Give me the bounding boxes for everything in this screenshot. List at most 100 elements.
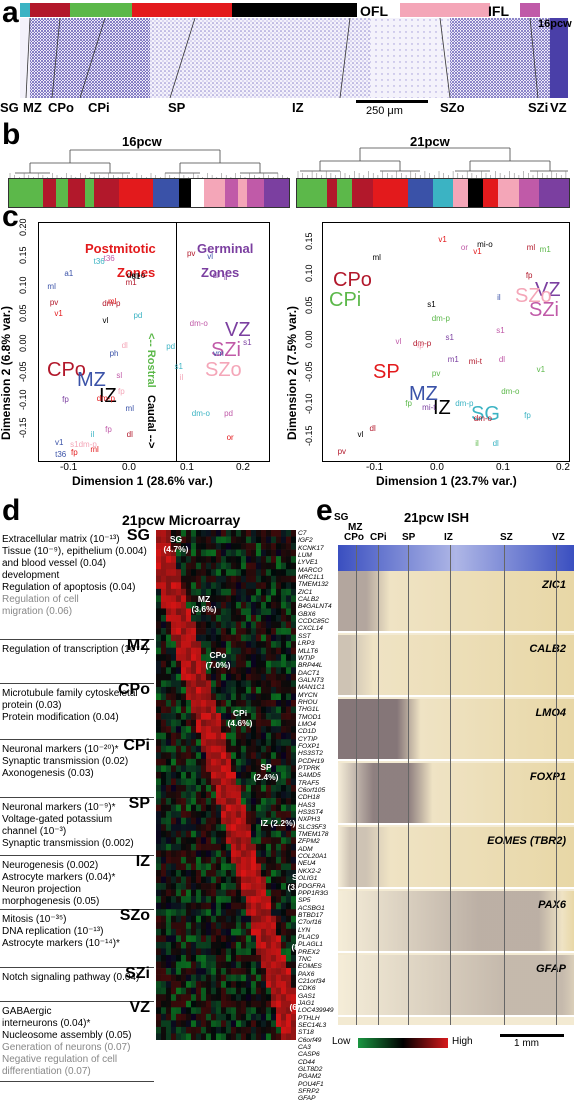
mds21-point-label: or (460, 242, 469, 252)
panel-label-b: b (2, 118, 21, 151)
heatmap-zone-label: CPi (4.6%) (227, 708, 253, 728)
bar-szo (400, 3, 490, 17)
gene-name: SEC14L3 (298, 1022, 327, 1030)
xtick-right-1: 0.0 (430, 462, 444, 473)
heatmap-zone-label: SG (4.7%) (163, 534, 189, 554)
go-term: Mitosis (10⁻³⁵) (2, 914, 67, 925)
go-block-vz: VZ GABAergic interneurons (0.04)* Nucleosom… (0, 1000, 154, 1082)
go-term: Microtubule family cytoskeletal (2, 688, 138, 699)
mds21-point-label: dl (498, 354, 506, 364)
mds16-point-label: vl (207, 252, 213, 262)
gene-name: PLAGL1 (298, 941, 323, 949)
mds16-point-label: a1 (64, 269, 74, 279)
gene-name: CYTIP (298, 735, 318, 743)
zone-label-mz: MZ (23, 100, 42, 115)
go-term: development (2, 570, 60, 581)
dendro-colorbar-21pcw (296, 178, 570, 208)
mds21-point-label: fp (405, 398, 412, 408)
mds21-point-label: mi-t (422, 403, 436, 413)
mds16-point-label: s1dm-p (70, 440, 97, 450)
microarray-title: 21pcw Microarray (122, 512, 241, 528)
centroid-vz-16: VZ (225, 319, 251, 341)
gene-name: PLAC9 (298, 933, 319, 941)
mds16-point-label: sl (116, 370, 123, 380)
mds21-point-label: v1 (473, 246, 482, 256)
gene-name: HAS3 (298, 801, 316, 809)
gene-name: CDH18 (298, 794, 320, 802)
centroid-sg-21: SG (471, 403, 500, 425)
xtick-left-2: 0.1 (180, 462, 194, 473)
centroid-mz-21: MZ (409, 383, 438, 405)
mds21-point-label: dm-p (455, 399, 474, 409)
mds16-point-label: ml (107, 297, 117, 306)
ish-zone-boundary (356, 545, 357, 1025)
ylabel-left: Dimension 2 (6.8% var.) (0, 305, 13, 440)
mds16-point-label: or (226, 433, 234, 443)
gene-name: LOC439949 (298, 1007, 334, 1015)
go-term: Neuronal markers (10⁻²⁰)* (2, 744, 119, 755)
mds16-point-label: ml (125, 404, 134, 414)
ytick-right-3: 0.00 (304, 330, 314, 348)
mds16-point-label: t36 (103, 253, 115, 263)
gene-name: BTBD17 (298, 911, 323, 919)
heatmap-zone-label: SZi (8.3%) (291, 942, 296, 952)
panel-label-a: a (2, 0, 19, 29)
centroid-szo-16: SZo (205, 359, 242, 381)
gene-name: MLLT6 (298, 647, 319, 655)
mds21-point-label: v1 (438, 234, 447, 244)
mds16-point-label: m1 (125, 278, 137, 288)
mds16-point-label: dl (212, 270, 219, 280)
mds16-point-label: ml (90, 445, 99, 455)
centroid-cpi-21: CPi (329, 289, 362, 311)
gene-name: LRP3 (298, 640, 315, 648)
centroid-szo-21: SZo (515, 285, 552, 307)
mds16-point-label: dm-o (126, 271, 146, 281)
mds16-point-label: v1 (54, 308, 63, 318)
mds16-point-label: t36 (55, 450, 67, 460)
bar-mz (30, 3, 70, 17)
ish-zone-boundary (504, 545, 505, 1025)
gene-name: SFRP2 (298, 1088, 320, 1096)
gene-name: CASP6 (298, 1051, 320, 1059)
ish-gene-label: CALB2 (529, 643, 566, 655)
gene-name: TNC (298, 955, 312, 963)
mds16-point-label: ph (109, 348, 119, 358)
mds16-point-label: vl (102, 316, 109, 326)
go-block-sg: SG Extracellular matrix (10⁻¹³) Tissue (10… (0, 528, 154, 640)
mds21-point-label: il (475, 438, 479, 448)
mds21-point-label: mi-t (468, 357, 483, 367)
gene-name: PGAM2 (298, 1073, 322, 1081)
gene-name: ADM (298, 845, 313, 853)
dendro-colorbar-16pcw (8, 178, 290, 208)
zone-label-cpo: CPo (48, 100, 74, 115)
ytick-right-5: 0.10 (304, 264, 314, 282)
mds21-point-label: dm-o (501, 387, 520, 397)
bar-szi (530, 3, 540, 17)
mds16-point-label: il (179, 373, 184, 383)
go-term: Nucleosome assembly (0.05) (2, 1030, 132, 1041)
gene-name: C7orf16 (298, 919, 322, 927)
gene-name: ZFPM2 (298, 838, 320, 846)
ish-zone-boundary (378, 545, 379, 1025)
mds16-point-label: pd (224, 409, 234, 419)
gene-name: MARCO (298, 566, 323, 574)
ish-image-stack: ZIC1 CALB2 LMO4 FOXP1 EOMES (TBR2) PAX6 GFAP (338, 545, 574, 1025)
gene-name: DACT1 (298, 669, 320, 677)
caudal-label: Caudal --> (145, 395, 157, 449)
centroid-iz-21: IZ (433, 397, 451, 419)
mds21-point-label: dm-o (473, 414, 492, 424)
go-term: and blood vessel (0.04) (2, 558, 106, 569)
ish-zone-boundary (408, 545, 409, 1025)
ish-gene-label: EOMES (TBR2) (487, 835, 566, 847)
gene-name: CDK6 (298, 985, 316, 993)
gene-name: ZIC1 (298, 588, 313, 596)
ish-zone-sz: SZ (500, 532, 513, 543)
mds21-point-label: ml (372, 253, 381, 263)
scalebar-a-label: 250 μm (366, 105, 403, 117)
centroid-mz-16: MZ (77, 369, 106, 391)
ish-gene-label: FOXP1 (529, 771, 566, 783)
ish-gene-label: LMO4 (535, 707, 566, 719)
gene-name: JAG1 (298, 1000, 315, 1007)
go-term: Synaptic transmission (0.02) (2, 756, 129, 767)
gene-name: PTHLH (298, 1014, 320, 1022)
